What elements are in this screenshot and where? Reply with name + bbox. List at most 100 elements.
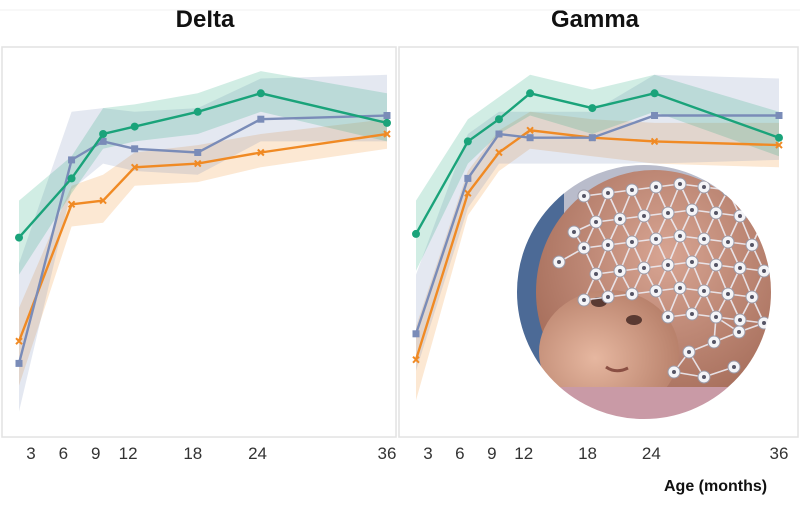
electrode (577, 241, 591, 255)
delta-orange-series-point (383, 130, 391, 138)
electrode (577, 293, 591, 307)
gamma-green-series-point (775, 133, 783, 142)
electrode (697, 370, 711, 384)
gamma-plot-frame (398, 46, 799, 438)
gamma-x-tick-label: 24 (641, 444, 661, 463)
delta-x-tick-label: 36 (377, 444, 397, 463)
electrode (721, 235, 735, 249)
gamma-blue-series-point (526, 134, 534, 142)
gamma-orange-series-point (464, 189, 472, 197)
electrode (661, 258, 675, 272)
gamma-blue-series-point (775, 112, 783, 119)
gamma-blue-series-point (412, 330, 420, 338)
gamma-x-tick-label: 6 (455, 444, 465, 463)
delta-x-tick-label: 6 (58, 444, 69, 463)
delta-blue-series-point (257, 115, 265, 123)
delta-orange-series-point (15, 337, 23, 345)
electrode (552, 255, 566, 269)
electrode (649, 284, 663, 298)
delta-orange-series-point (257, 148, 265, 157)
delta-green-series-point (130, 122, 139, 131)
electrode (733, 313, 747, 327)
electrode (589, 215, 603, 229)
gamma-green-series-point (494, 115, 503, 124)
electrode (727, 360, 741, 374)
electrode (745, 186, 759, 200)
electrode (601, 186, 615, 200)
gamma-blue-series-band (416, 74, 779, 371)
gamma-orange-series-band (416, 111, 779, 401)
electrode (732, 325, 746, 339)
delta-orange-series-point (99, 196, 107, 205)
gamma-orange-series-point (775, 141, 783, 149)
delta-plot-frame (1, 46, 397, 438)
gamma-green-series-point (412, 229, 420, 238)
electrode (667, 365, 681, 379)
delta-x-tick-label: 24 (248, 444, 267, 463)
delta-green-series-point (256, 89, 265, 98)
electrode-wire (751, 192, 765, 220)
delta-blue-series-point (383, 112, 391, 119)
electrode (601, 290, 615, 304)
electrode (601, 238, 615, 252)
delta-green-series-point (99, 130, 108, 138)
electrode (697, 284, 711, 298)
delta-x-tick-label: 9 (90, 444, 101, 463)
electrode (637, 209, 651, 223)
electrode (733, 209, 747, 223)
delta-orange-series-band (19, 119, 387, 386)
eeg-infant-photo (515, 163, 773, 421)
electrode (613, 212, 627, 226)
electrode-net (552, 177, 771, 384)
gamma-green-series-band (416, 74, 779, 271)
electrode (709, 258, 723, 272)
gamma-x-tick-label: 3 (423, 444, 433, 463)
gamma-green-series-point (526, 89, 535, 98)
electrode (685, 203, 699, 217)
electrode-wire (727, 189, 753, 194)
x-axis-label: Age (months) (664, 478, 768, 495)
delta-blue-series-point (131, 145, 139, 153)
gamma-x-tick-label: 18 (578, 444, 597, 463)
electrode (757, 264, 771, 278)
delta-x-tick-label: 3 (26, 444, 36, 463)
delta-x-tick-label: 18 (183, 444, 203, 463)
electrode (697, 180, 711, 194)
gamma-green-series-point (650, 89, 659, 98)
delta-blue-series-point (68, 156, 76, 164)
delta-panel (15, 71, 391, 412)
electrode (661, 310, 675, 324)
electrode (567, 225, 581, 239)
delta-orange-series-point (67, 200, 76, 209)
delta-x-tick-label: 12 (118, 444, 138, 463)
electrode (707, 335, 721, 349)
electrode (625, 183, 639, 197)
gamma-orange-series-point (495, 148, 503, 157)
delta-green-series-point (67, 174, 76, 183)
gamma-x-tick-label: 36 (769, 444, 789, 463)
electrode (589, 267, 603, 281)
electrode (745, 238, 759, 252)
delta-orange-series-point (194, 159, 202, 168)
gamma-panel (412, 74, 783, 401)
delta-blue-series-point (99, 137, 107, 145)
electrode (649, 232, 663, 246)
gamma-green-series-point (463, 137, 472, 146)
gamma-orange-series-point (412, 355, 420, 364)
electrode (637, 261, 651, 275)
gamma-blue-series-point (495, 130, 503, 138)
electrode (757, 212, 771, 226)
delta-green-series-point (15, 233, 23, 242)
electrode (577, 189, 591, 203)
electrode (733, 261, 747, 275)
electrode (625, 287, 639, 301)
delta-blue-series-band (19, 74, 387, 412)
electrode (613, 264, 627, 278)
gamma-blue-series-point (464, 174, 472, 182)
delta-green-series-band (19, 71, 387, 275)
gamma-blue-series-point (651, 112, 659, 119)
electrode (709, 310, 723, 324)
delta-blue-series-point (15, 359, 23, 367)
delta-orange-series-point (130, 163, 139, 172)
